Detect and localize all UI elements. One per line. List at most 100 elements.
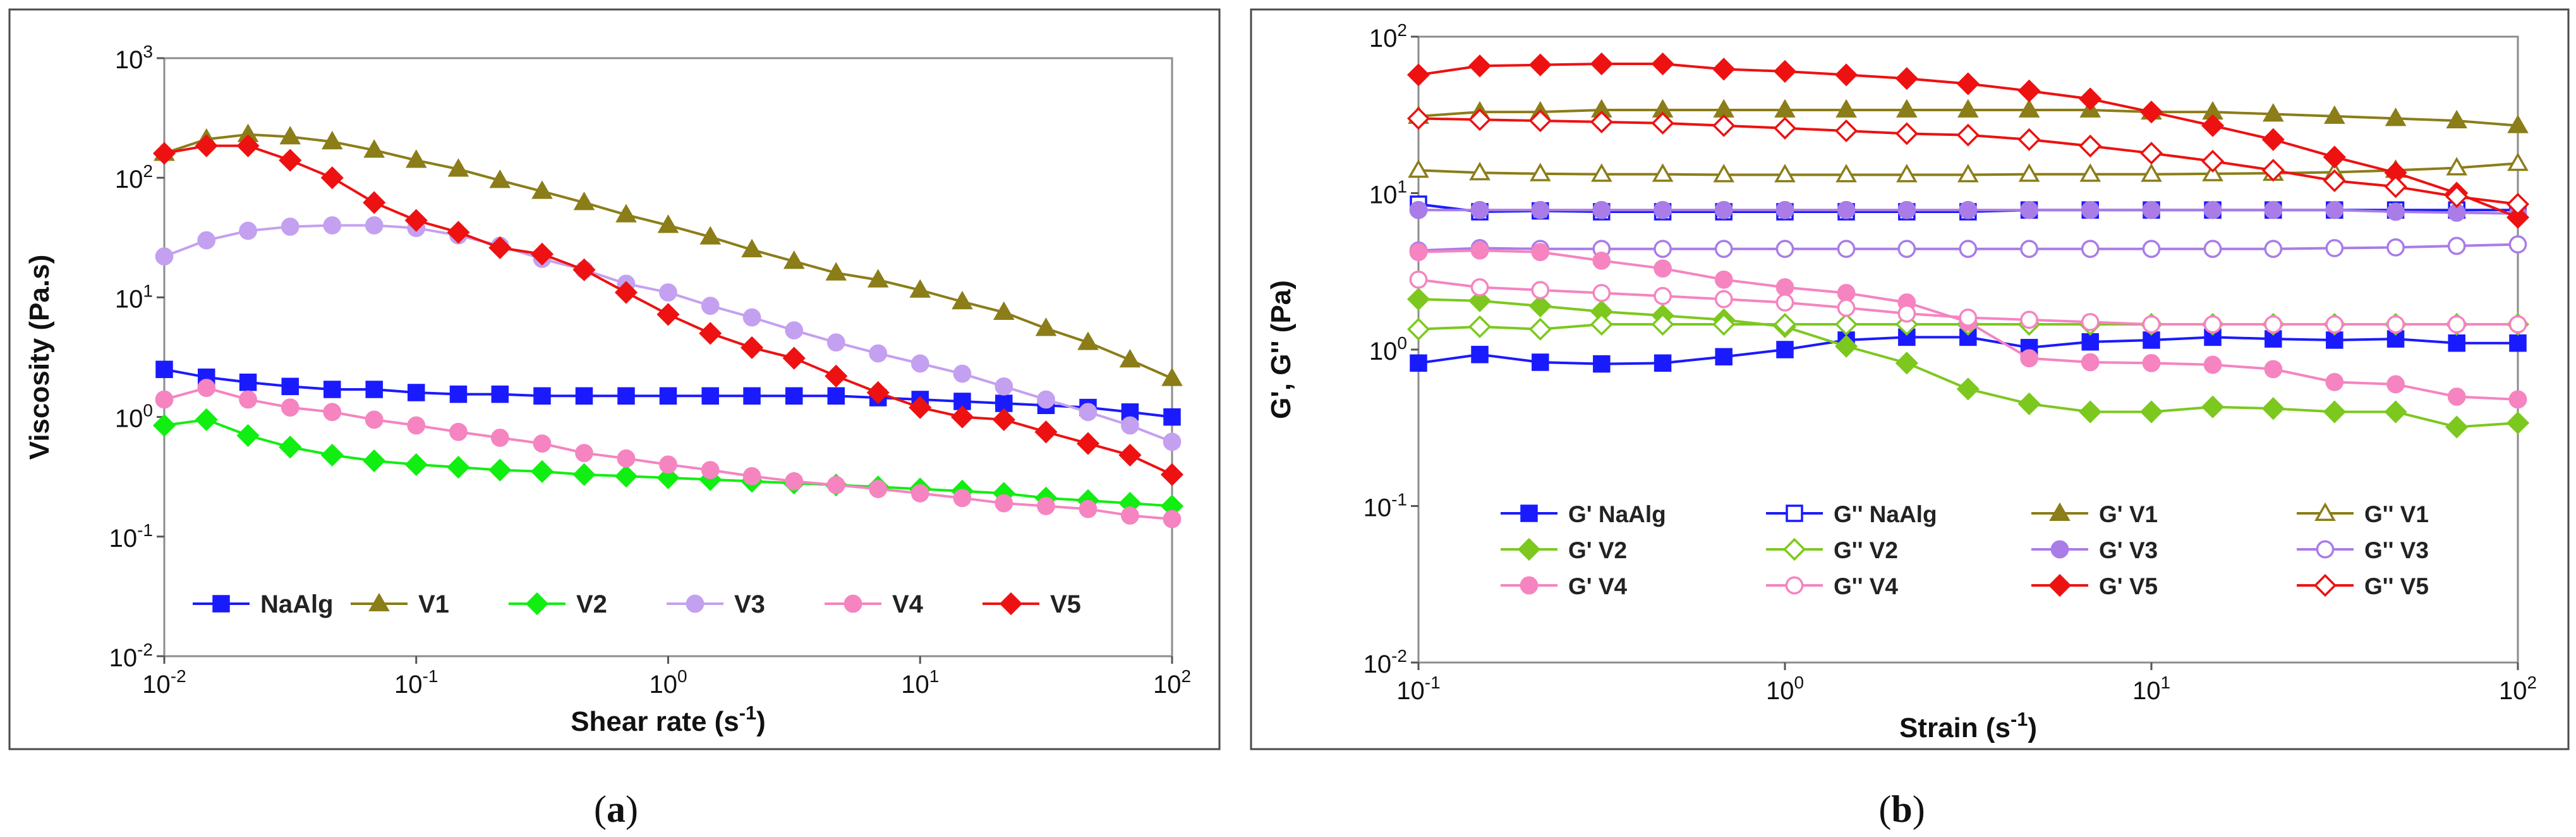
y-tick-label: 10-2 xyxy=(1364,646,1407,678)
data-point xyxy=(1897,304,1916,323)
data-point xyxy=(866,381,890,405)
legend-item: V3 xyxy=(667,590,765,618)
data-point xyxy=(1713,164,1735,183)
data-point xyxy=(449,422,468,441)
data-point xyxy=(1531,243,1550,262)
data-point xyxy=(2507,152,2529,171)
legend-label: V4 xyxy=(892,590,924,618)
data-point xyxy=(1161,367,1183,386)
data-point xyxy=(1409,243,1428,262)
data-point xyxy=(2081,353,2100,372)
data-point xyxy=(533,387,551,405)
x-tick-label: 100 xyxy=(649,666,687,699)
data-point xyxy=(1468,108,1492,131)
data-point xyxy=(2079,400,2102,424)
legend-label: G'' V5 xyxy=(2364,573,2429,599)
legend-label: V2 xyxy=(576,590,607,618)
y-tick-label: 10-1 xyxy=(1364,490,1407,522)
data-point xyxy=(2017,392,2041,415)
legend-item: G' V2 xyxy=(1501,537,1627,563)
data-point xyxy=(2081,313,2100,331)
data-point xyxy=(404,453,428,476)
data-point xyxy=(657,214,679,233)
data-point xyxy=(2323,145,2346,169)
data-point xyxy=(1037,390,1055,409)
data-point xyxy=(953,364,972,383)
data-point xyxy=(2139,142,2163,165)
data-point xyxy=(1959,309,1978,327)
data-point xyxy=(1895,122,1918,145)
legend-label: G'' V4 xyxy=(1834,573,1898,599)
data-point xyxy=(2203,240,2222,259)
data-point xyxy=(1834,334,1858,358)
data-point xyxy=(1959,200,1978,219)
data-point xyxy=(155,360,173,379)
data-point xyxy=(953,489,972,508)
legend-marker xyxy=(686,594,704,613)
data-point xyxy=(1406,63,1430,87)
data-point xyxy=(1406,288,1430,311)
y-tick-label: 101 xyxy=(1369,177,1407,209)
data-point xyxy=(2445,415,2469,439)
data-point xyxy=(2447,236,2466,255)
data-point xyxy=(1835,99,1857,118)
data-point xyxy=(785,472,804,491)
data-point xyxy=(910,354,929,373)
data-point xyxy=(449,385,468,403)
data-point xyxy=(1076,432,1100,455)
data-point xyxy=(614,465,638,488)
legend-item: G'' V4 xyxy=(1766,573,1898,599)
data-point xyxy=(2203,200,2222,219)
legend-marker xyxy=(999,592,1023,616)
data-point xyxy=(995,377,1013,396)
legend-item: G'' V5 xyxy=(2297,573,2429,599)
series-V1 xyxy=(154,123,1183,386)
data-point xyxy=(1837,298,1856,317)
legend-item: G' V1 xyxy=(2031,501,2158,527)
legend-item: G'' V2 xyxy=(1766,537,1898,563)
data-point xyxy=(2384,400,2407,424)
data-point xyxy=(2142,200,2161,219)
data-point xyxy=(992,408,1015,431)
legend-label: G'' V3 xyxy=(2364,537,2429,563)
x-axis-label: Shear rate (s-1) xyxy=(571,702,766,737)
data-point xyxy=(2079,134,2102,158)
data-point xyxy=(2386,238,2405,257)
data-point xyxy=(2446,157,2468,176)
data-point xyxy=(1897,200,1916,219)
legend-item: G' V3 xyxy=(2031,537,2158,563)
legend-label: NaAlg xyxy=(260,590,334,618)
data-point xyxy=(952,290,973,310)
data-point xyxy=(1715,348,1732,366)
data-point xyxy=(1079,499,1098,518)
data-point xyxy=(2141,163,2162,182)
legend-label: V1 xyxy=(418,590,449,618)
data-point xyxy=(1654,200,1672,219)
data-point xyxy=(1652,163,1674,182)
data-point xyxy=(1121,416,1139,435)
data-point xyxy=(1034,420,1058,444)
data-point xyxy=(197,231,216,250)
data-point xyxy=(2020,200,2038,219)
data-point xyxy=(1470,241,1489,260)
legend-marker xyxy=(2316,540,2335,559)
legend-marker xyxy=(1517,537,1541,561)
legend-label: G' NaAlg xyxy=(1568,501,1666,527)
data-point xyxy=(1712,58,1736,81)
data-point xyxy=(995,494,1013,513)
y-axis-label: G', G'' (Pa) xyxy=(1266,280,1297,419)
data-point xyxy=(1714,200,1733,219)
data-point xyxy=(1714,240,1733,259)
data-point xyxy=(1163,408,1181,426)
data-point xyxy=(1409,270,1428,289)
data-point xyxy=(447,158,469,177)
data-point xyxy=(1470,200,1489,219)
data-point xyxy=(575,444,593,462)
data-point xyxy=(2139,400,2163,424)
data-point xyxy=(2261,128,2285,151)
legend-marker xyxy=(368,592,390,611)
data-point xyxy=(155,390,174,409)
data-point xyxy=(488,236,512,259)
legend-item: V1 xyxy=(351,590,449,618)
